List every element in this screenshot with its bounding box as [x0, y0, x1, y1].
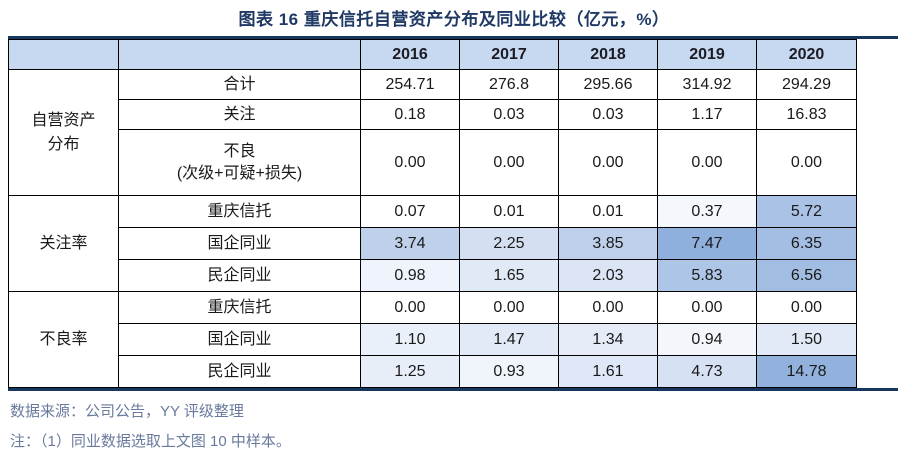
table-cell: 0.00	[459, 129, 559, 196]
table-cell: 1.34	[558, 323, 658, 356]
table-cell: 4.73	[657, 355, 757, 388]
table-row: 关注率 重庆信托 0.07 0.01 0.01 0.37 5.72	[8, 195, 857, 292]
header-row: 2016 2017 2018 2019 2020	[8, 39, 857, 70]
row-label-line1: 不良	[223, 142, 256, 160]
row-label: 不良 (次级+可疑+损失)	[118, 129, 361, 196]
row-label: 关注	[118, 99, 361, 130]
table-row: 关注 0.18 0.03 0.03 1.17 16.83	[9, 99, 857, 130]
empty-corner-cell	[8, 39, 119, 70]
year-header: 2020	[756, 39, 857, 70]
row-label: 重庆信托	[118, 291, 361, 324]
group-label: 不良率	[8, 291, 119, 388]
empty-corner-cell	[118, 39, 361, 70]
table-rule-frame: 2016 2017 2018 2019 2020 自营资产 分布 合计 254.…	[8, 36, 898, 391]
data-source: 数据来源：公司公告，YY 评级整理	[10, 403, 244, 420]
row-label: 国企同业	[118, 323, 361, 356]
table-cell: 16.83	[756, 99, 857, 130]
year-header: 2018	[558, 39, 658, 70]
table-cell: 276.8	[459, 69, 559, 100]
table-cell: 0.03	[558, 99, 658, 130]
table-row: 自营资产 分布 合计 254.71 276.8 295.66 314.92 29…	[8, 69, 857, 196]
table-cell: 1.50	[756, 323, 857, 356]
table-cell: 5.72	[756, 195, 857, 228]
figure-title: 图表 16 重庆信托自营资产分布及同业比较（亿元，%）	[238, 10, 670, 29]
table-cell: 0.00	[459, 291, 559, 324]
table-cell: 0.00	[558, 291, 658, 324]
table-cell: 0.93	[459, 355, 559, 388]
table-cell: 0.00	[756, 129, 857, 196]
table-cell: 2.03	[558, 259, 658, 292]
table-cell: 5.83	[657, 259, 757, 292]
row-label: 民企同业	[118, 355, 361, 388]
table-cell: 314.92	[657, 69, 757, 100]
table-cell: 0.00	[558, 129, 658, 196]
year-header: 2019	[657, 39, 757, 70]
table-cell: 7.47	[657, 227, 757, 260]
table-cell: 0.00	[360, 291, 460, 324]
table-row: 民企同业 0.98 1.65 2.03 5.83 6.56	[9, 259, 857, 292]
table-cell: 0.03	[459, 99, 559, 130]
table-row: 民企同业 1.25 0.93 1.61 4.73 14.78	[9, 355, 857, 388]
group-label: 关注率	[8, 195, 119, 292]
table-cell: 1.61	[558, 355, 658, 388]
table-cell: 0.07	[360, 195, 460, 228]
row-label: 重庆信托	[118, 195, 361, 228]
table-cell: 1.17	[657, 99, 757, 130]
table-cell: 14.78	[756, 355, 857, 388]
table-cell: 1.25	[360, 355, 460, 388]
table-cell: 295.66	[558, 69, 658, 100]
table-cell: 0.00	[360, 129, 460, 196]
table-cell: 0.18	[360, 99, 460, 130]
table-cell: 254.71	[360, 69, 460, 100]
table-row: 国企同业 3.74 2.25 3.85 7.47 6.35	[9, 227, 857, 260]
year-header: 2016	[360, 39, 460, 70]
table-cell: 2.25	[459, 227, 559, 260]
table-cell: 0.00	[756, 291, 857, 324]
table-cell: 0.94	[657, 323, 757, 356]
table-cell: 1.47	[459, 323, 559, 356]
table-cell: 0.37	[657, 195, 757, 228]
table-cell: 1.10	[360, 323, 460, 356]
row-label: 国企同业	[118, 227, 361, 260]
row-label: 民企同业	[118, 259, 361, 292]
row-label: 合计	[118, 69, 361, 100]
table-cell: 3.74	[360, 227, 460, 260]
year-header: 2017	[459, 39, 559, 70]
table-cell: 0.01	[558, 195, 658, 228]
table-cell: 294.29	[756, 69, 857, 100]
table-cell: 6.35	[756, 227, 857, 260]
row-label-line2: (次级+可疑+损失)	[176, 164, 303, 182]
table-cell: 3.85	[558, 227, 658, 260]
table-cell: 1.65	[459, 259, 559, 292]
group-label: 自营资产 分布	[8, 69, 119, 196]
table-row: 不良率 重庆信托 0.00 0.00 0.00 0.00 0.00	[8, 291, 857, 388]
table-cell: 0.00	[657, 291, 757, 324]
table-cell: 6.56	[756, 259, 857, 292]
footnote: 注：（1）同业数据选取上文图 10 中样本。	[10, 433, 291, 450]
table-cell: 0.01	[459, 195, 559, 228]
table-row: 国企同业 1.10 1.47 1.34 0.94 1.50	[9, 323, 857, 356]
table-row: 不良 (次级+可疑+损失) 0.00 0.00 0.00 0.00 0.00	[9, 129, 857, 196]
table-cell: 0.00	[657, 129, 757, 196]
table-cell: 0.98	[360, 259, 460, 292]
data-table: 2016 2017 2018 2019 2020 自营资产 分布 合计 254.…	[8, 39, 857, 388]
